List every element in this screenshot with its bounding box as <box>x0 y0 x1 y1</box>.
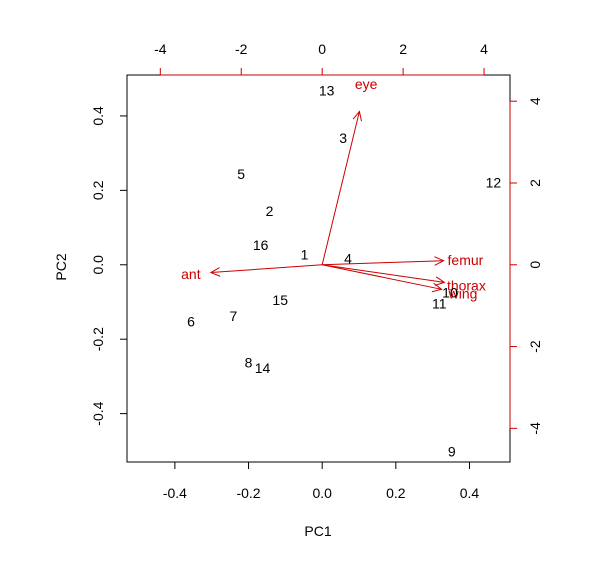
point-label-16: 16 <box>253 237 269 253</box>
left-axis-tick-label: 0.2 <box>90 180 106 200</box>
loading-arrow-ant <box>210 264 323 274</box>
right-axis-tick-label: 0 <box>527 261 543 269</box>
point-label-7: 7 <box>230 308 238 324</box>
right-axis-tick-label: -4 <box>527 422 543 435</box>
left-axis-tick-label: 0.4 <box>90 106 106 126</box>
bottom-axis-tick-label: -0.4 <box>163 485 187 501</box>
point-label-10: 10 <box>442 284 458 300</box>
point-label-15: 15 <box>272 292 288 308</box>
left-axis-tick-label: -0.4 <box>90 401 106 425</box>
loading-label-ant: ant <box>181 266 201 282</box>
point-label-3: 3 <box>339 130 347 146</box>
right-axis-tick-label: 2 <box>527 179 543 187</box>
loading-label-eye: eye <box>355 76 378 92</box>
loading-arrow-wing <box>322 264 442 290</box>
point-label-6: 6 <box>187 314 195 330</box>
top-axis-tick-label: 0 <box>318 41 326 57</box>
loading-arrowhead-femur <box>434 256 445 266</box>
x-axis-title: PC1 <box>304 523 331 539</box>
point-label-2: 2 <box>266 203 274 219</box>
point-label-11: 11 <box>432 295 447 311</box>
right-axis-tick-label: -2 <box>527 340 543 353</box>
loading-label-wing: wing <box>448 286 478 302</box>
point-label-1: 1 <box>301 246 309 262</box>
point-label-8: 8 <box>245 354 253 370</box>
loading-arrow-thorax <box>322 264 445 283</box>
point-label-12: 12 <box>486 175 502 191</box>
bottom-axis-tick-label: 0.4 <box>460 485 480 501</box>
top-axis-tick-label: -2 <box>235 41 248 57</box>
point-label-5: 5 <box>237 166 245 182</box>
point-label-13: 13 <box>319 82 335 98</box>
loading-label-femur: femur <box>448 252 484 268</box>
loading-arrow-eye <box>321 111 360 265</box>
loading-arrow-femur <box>322 260 444 266</box>
point-label-4: 4 <box>344 250 352 266</box>
left-axis-tick-label: -0.2 <box>90 327 106 351</box>
top-axis-tick-label: 2 <box>399 41 407 57</box>
bottom-axis-tick-label: 0.0 <box>312 485 332 501</box>
point-label-9: 9 <box>448 444 456 460</box>
left-axis-tick-label: 0.0 <box>90 255 106 275</box>
loading-label-thorax: thorax <box>447 278 486 294</box>
bottom-axis-tick-label: -0.2 <box>236 485 260 501</box>
top-axis-tick-label: 4 <box>480 41 488 57</box>
loading-arrowhead-wing <box>431 282 443 293</box>
y-axis-title: PC2 <box>53 253 69 280</box>
loading-arrowhead-ant <box>209 267 221 277</box>
right-axis-tick-label: 4 <box>527 97 543 105</box>
top-axis-tick-label: -4 <box>154 41 167 57</box>
point-label-14: 14 <box>255 360 271 376</box>
bottom-axis-tick-label: 0.2 <box>386 485 406 501</box>
loading-arrowhead-thorax <box>434 276 446 286</box>
loading-arrowhead-eye <box>352 110 363 122</box>
